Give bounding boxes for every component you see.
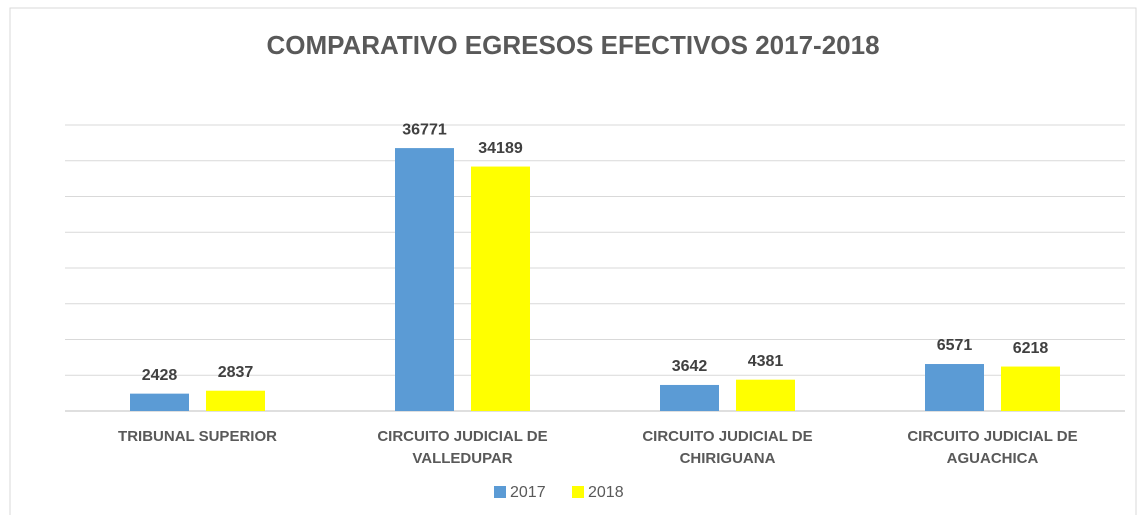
data-label: 4381	[748, 353, 784, 370]
bar	[206, 390, 265, 411]
data-label: 2837	[218, 364, 254, 381]
chart-border	[9, 7, 1137, 515]
data-label: 36771	[402, 121, 447, 138]
x-tick-label: CIRCUITO JUDICIAL DE VALLEDUPAR	[377, 428, 548, 467]
data-label: 34189	[478, 140, 523, 157]
data-label: 6571	[937, 337, 973, 354]
bar	[1001, 366, 1060, 411]
x-tick-label: CIRCUITO JUDICIAL DE CHIRIGUANA	[642, 428, 813, 467]
legend-swatch	[572, 486, 584, 498]
chart-title: COMPARATIVO EGRESOS EFECTIVOS 2017-2018	[266, 30, 879, 60]
legend-swatch	[494, 486, 506, 498]
data-label: 3642	[672, 358, 708, 375]
data-label: 2428	[142, 367, 178, 384]
bar	[736, 379, 795, 411]
bar	[130, 393, 189, 411]
bar	[925, 364, 984, 411]
bar	[660, 384, 719, 411]
x-tick-label: CIRCUITO JUDICIAL DE AGUACHICA	[907, 428, 1078, 467]
legend-label: 2018	[588, 484, 624, 501]
legend-label: 2017	[510, 484, 546, 501]
data-label: 6218	[1013, 340, 1049, 357]
bar	[395, 148, 454, 412]
x-tick-label: TRIBUNAL SUPERIOR	[118, 428, 277, 445]
bar	[471, 166, 530, 411]
